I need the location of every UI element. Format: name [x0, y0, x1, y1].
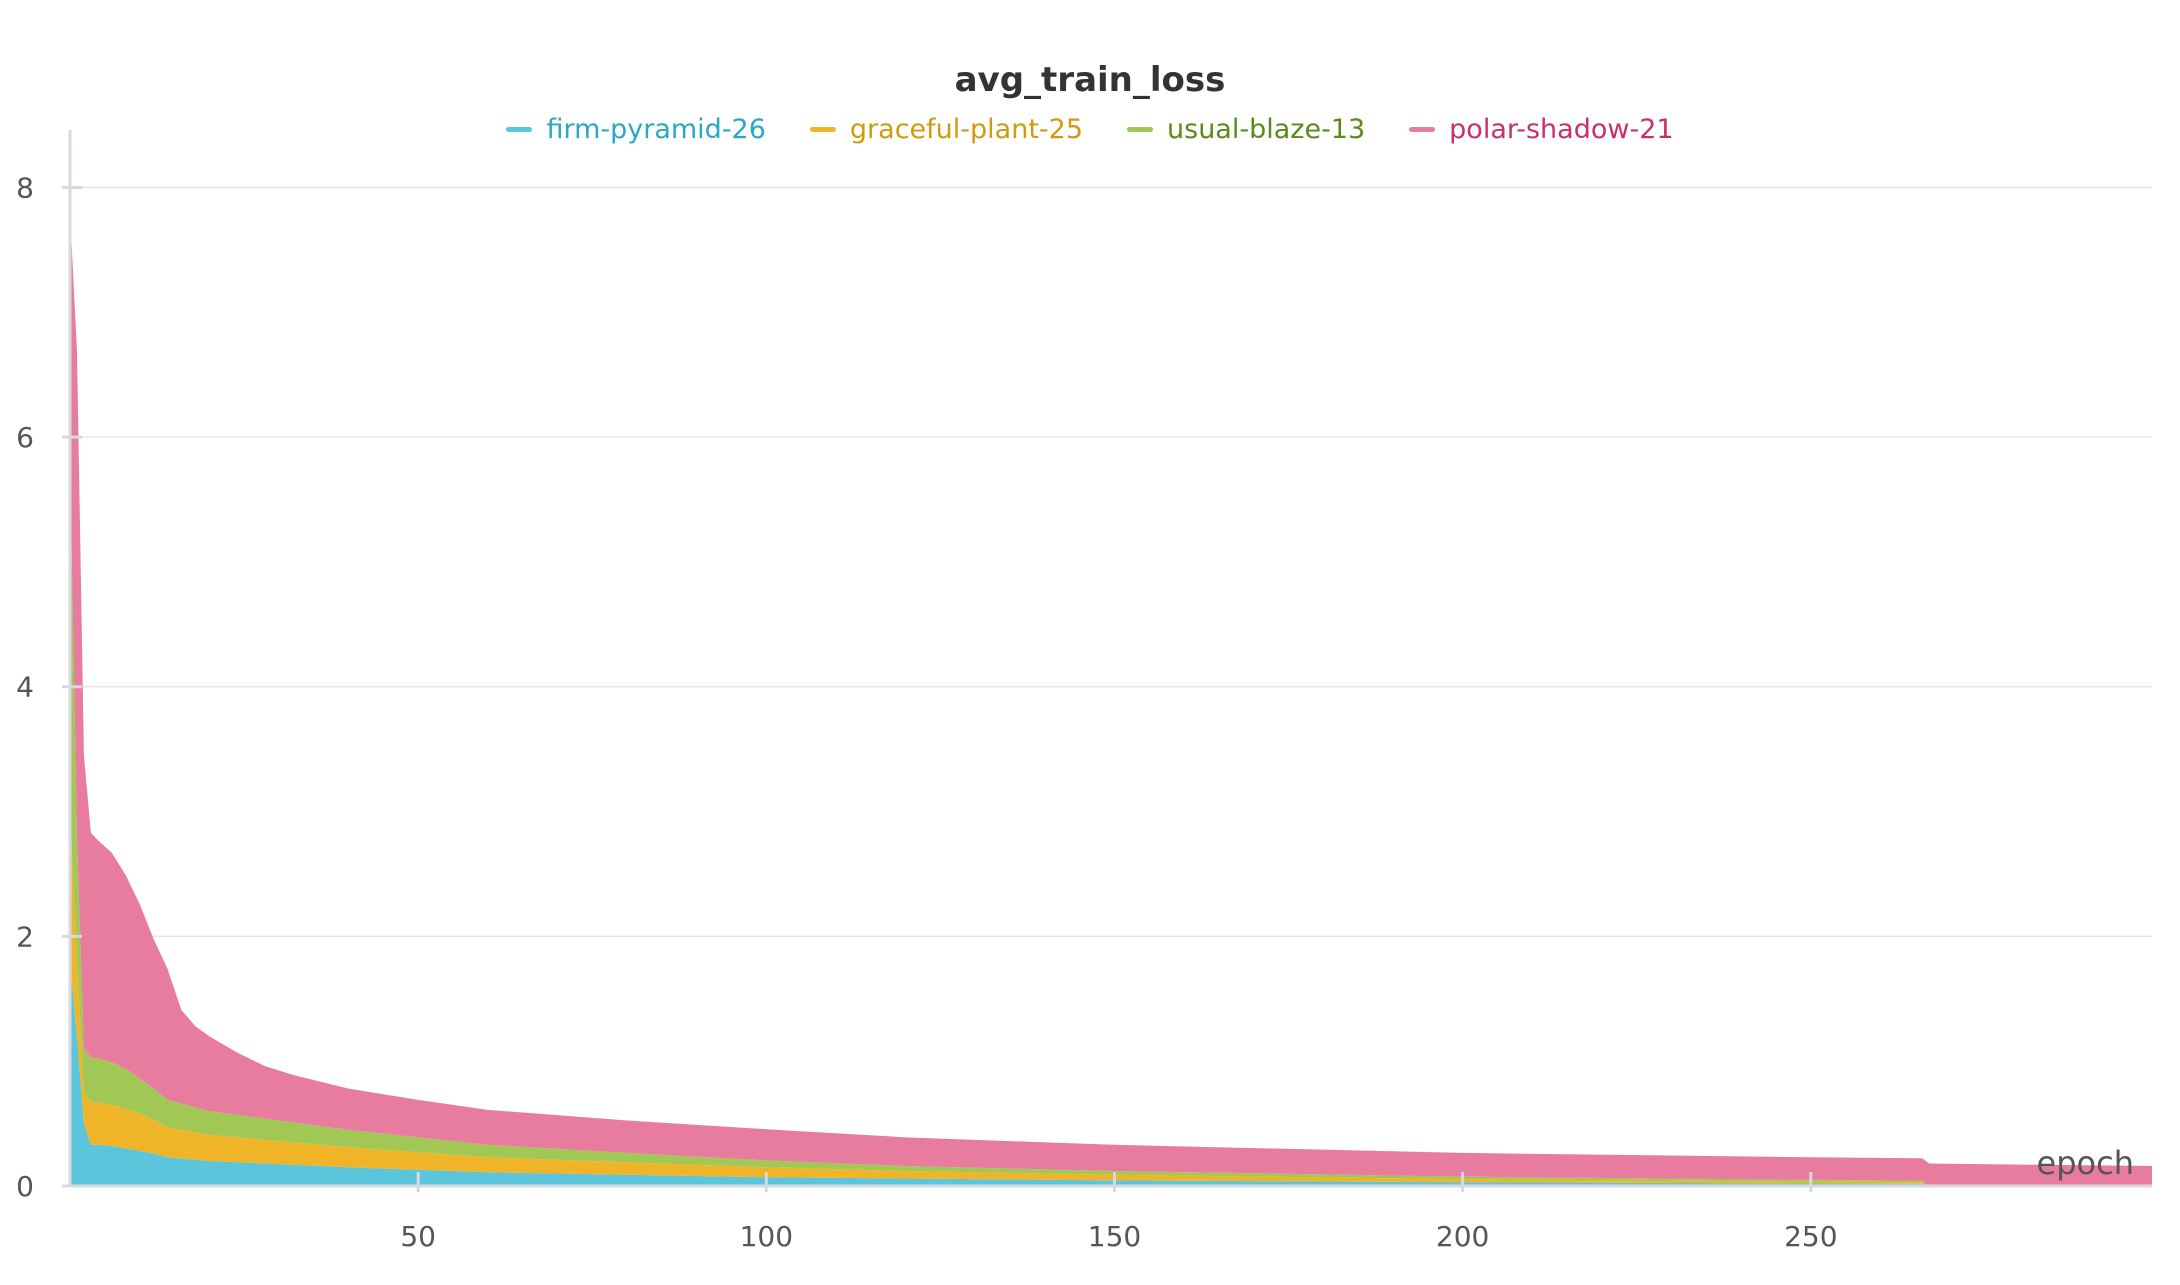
area-polar-shadow-21	[70, 212, 2152, 1186]
area-graceful-plant-25	[70, 811, 2152, 1186]
legend-label: firm-pyramid-26	[546, 114, 766, 145]
y-tick-label: 8	[16, 171, 34, 204]
legend-item[interactable]: firm-pyramid-26	[506, 114, 766, 145]
y-tick-label: 4	[16, 671, 34, 704]
legend-swatch	[1127, 127, 1154, 132]
legend-item[interactable]: graceful-plant-25	[809, 114, 1084, 145]
x-tick-label: 250	[1784, 1220, 1837, 1253]
x-tick-label: 200	[1436, 1220, 1489, 1253]
area-usual-blaze-13	[70, 462, 2152, 1186]
x-tick-label: 50	[400, 1220, 436, 1253]
y-tick-label: 2	[16, 920, 34, 953]
x-tick-label: 100	[740, 1220, 793, 1253]
y-tick-label: 0	[16, 1170, 34, 1203]
legend-item[interactable]: usual-blaze-13	[1127, 114, 1365, 145]
chart-title: avg_train_loss	[954, 60, 1226, 100]
x-axis-label: epoch	[2037, 1144, 2134, 1182]
legend-swatch	[809, 127, 836, 132]
legend: firm-pyramid-26 graceful-plant-25 usual-bl…	[0, 114, 2180, 145]
legend-item[interactable]: polar-shadow-21	[1409, 114, 1674, 145]
legend-label: polar-shadow-21	[1449, 114, 1674, 145]
legend-label: usual-blaze-13	[1167, 114, 1366, 145]
x-tick-label: 150	[1088, 1220, 1141, 1253]
legend-swatch	[506, 127, 533, 132]
y-tick-label: 6	[16, 421, 34, 454]
legend-swatch	[1409, 127, 1436, 132]
legend-label: graceful-plant-25	[849, 114, 1084, 145]
